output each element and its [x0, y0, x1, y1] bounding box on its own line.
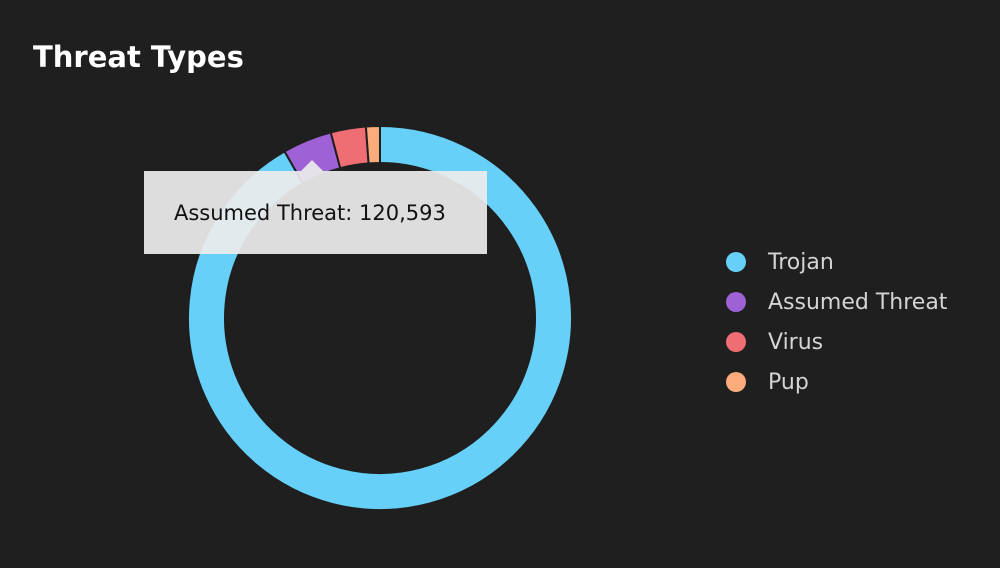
- legend-label: Pup: [768, 369, 809, 395]
- legend-label: Virus: [768, 329, 824, 355]
- legend-item-assumed-threat[interactable]: Assumed Threat: [726, 282, 947, 322]
- legend-item-virus[interactable]: Virus: [726, 322, 947, 362]
- legend-item-trojan[interactable]: Trojan: [726, 242, 947, 282]
- legend-swatch: [726, 372, 746, 392]
- legend-swatch: [726, 332, 746, 352]
- chart-tooltip: Assumed Threat: 120,593: [144, 171, 487, 254]
- legend-swatch: [726, 252, 746, 272]
- legend-label: Assumed Threat: [768, 289, 948, 315]
- legend-item-pup[interactable]: Pup: [726, 362, 947, 402]
- slice-trojan[interactable]: [187, 124, 573, 511]
- slice-pup[interactable]: [364, 124, 381, 165]
- tooltip-arrow: [301, 160, 323, 171]
- chart-title: Threat Types: [33, 40, 244, 74]
- legend-swatch: [726, 292, 746, 312]
- chart-legend: Trojan Assumed Threat Virus Pup: [726, 242, 947, 402]
- tooltip-text: Assumed Threat: 120,593: [174, 200, 446, 225]
- legend-label: Trojan: [768, 249, 834, 275]
